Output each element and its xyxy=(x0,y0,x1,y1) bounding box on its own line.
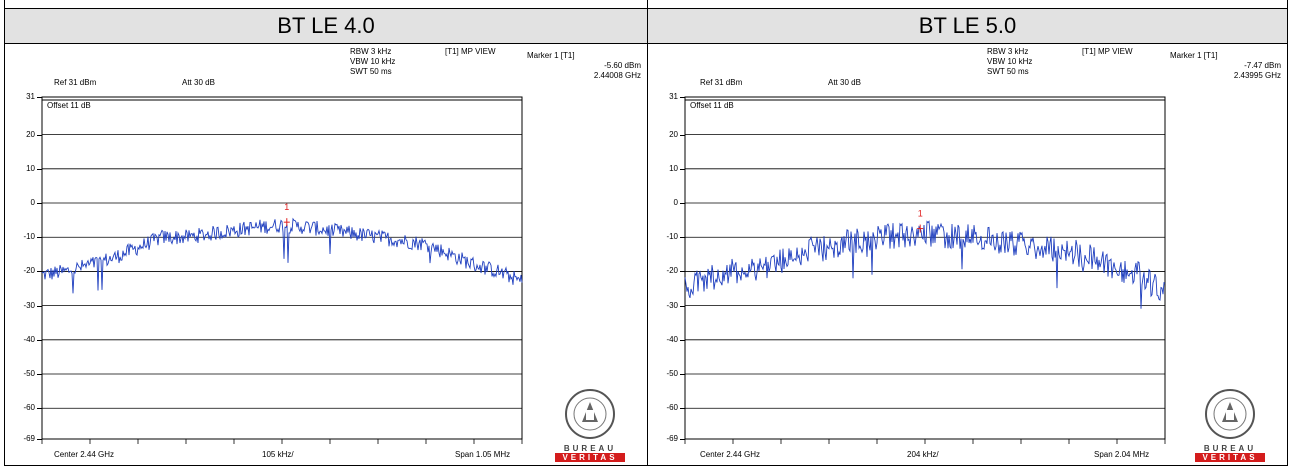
y-tick xyxy=(680,339,685,341)
ref-level-label: Ref 31 dBm xyxy=(700,78,743,87)
ref-level-label: Ref 31 dBm xyxy=(54,78,97,87)
y-tick-label: -69 xyxy=(666,434,678,443)
y-tick xyxy=(37,237,42,239)
y-tick xyxy=(37,203,42,205)
marker-title: Marker 1 [T1] xyxy=(527,51,575,60)
y-tick xyxy=(37,339,42,341)
y-tick-label: 31 xyxy=(669,92,678,101)
y-tick-label: 20 xyxy=(26,129,35,139)
y-tick xyxy=(680,408,685,410)
y-tick-label: 10 xyxy=(26,163,35,173)
panel-title-right: BT LE 5.0 xyxy=(648,9,1287,44)
y-tick-label: -40 xyxy=(666,334,678,344)
y-tick-label: -60 xyxy=(23,403,35,413)
y-tick xyxy=(680,134,685,136)
spectrum-panel-right: RBW 3 kHz VBW 10 kHz SWT 50 ms [T1] MP V… xyxy=(648,44,1287,464)
column-divider xyxy=(647,0,648,466)
y-tick-label: -50 xyxy=(23,369,35,379)
per-division-label: 204 kHz/ xyxy=(907,450,939,459)
spectrum-plot: 1 xyxy=(41,96,523,444)
y-tick xyxy=(680,97,685,98)
y-tick xyxy=(37,374,42,376)
bureau-veritas-logo: BUREAU VERITAS xyxy=(1195,384,1265,464)
y-tick-label: -40 xyxy=(23,334,35,344)
center-frequency-label: Center 2.44 GHz xyxy=(700,450,761,459)
plot-frame xyxy=(684,96,1166,440)
y-tick xyxy=(680,168,685,170)
y-tick-label: -30 xyxy=(666,300,678,310)
marker-label: 1 xyxy=(918,209,923,219)
attenuation-label: Att 30 dB xyxy=(828,78,861,87)
swt-label: SWT 50 ms xyxy=(987,67,1029,76)
attenuation-label: Att 30 dB xyxy=(182,78,215,87)
vbw-label: VBW 10 kHz xyxy=(350,57,396,66)
plot-area: 1 Offset 11 dB xyxy=(41,96,523,444)
swt-label: SWT 50 ms xyxy=(350,67,392,76)
spectrum-panel-left: RBW 3 kHz VBW 10 kHz SWT 50 ms [T1] MP V… xyxy=(5,44,647,464)
span-label: Span 2.04 MHz xyxy=(1094,450,1150,459)
y-tick xyxy=(680,203,685,205)
y-tick xyxy=(680,439,685,440)
y-tick-label: 31 xyxy=(26,92,35,101)
rbw-label: RBW 3 kHz xyxy=(350,47,392,56)
y-tick xyxy=(37,305,42,307)
span-label: Span 1.05 MHz xyxy=(455,450,511,459)
y-tick-label: -50 xyxy=(666,369,678,379)
panel-title-left: BT LE 4.0 xyxy=(5,9,647,44)
vbw-label: VBW 10 kHz xyxy=(987,57,1033,66)
y-tick xyxy=(680,305,685,307)
y-tick-label: -20 xyxy=(666,266,678,276)
marker-title: Marker 1 [T1] xyxy=(1170,51,1218,60)
view-label: [T1] MP VIEW xyxy=(1082,47,1133,56)
offset-label: Offset 11 dB xyxy=(47,101,91,110)
y-tick-label: 10 xyxy=(669,163,678,173)
plot-frame xyxy=(41,96,523,440)
spectrum-trace xyxy=(684,220,1166,309)
y-tick xyxy=(37,134,42,136)
y-tick-label: -60 xyxy=(666,403,678,413)
marker-frequency: 2.43995 GHz xyxy=(1233,71,1281,80)
y-tick-label: 20 xyxy=(669,129,678,139)
y-tick-label: -10 xyxy=(666,232,678,242)
y-tick xyxy=(37,271,42,273)
y-tick-label: -30 xyxy=(23,300,35,310)
view-label: [T1] MP VIEW xyxy=(445,47,496,56)
y-tick xyxy=(680,374,685,376)
marker-label: 1 xyxy=(284,202,289,212)
marker-level: -7.47 dBm xyxy=(1244,61,1281,70)
y-tick xyxy=(37,439,42,440)
center-frequency-label: Center 2.44 GHz xyxy=(54,450,115,459)
y-tick-label: 0 xyxy=(30,198,35,208)
y-tick xyxy=(37,97,42,98)
y-tick-label: -20 xyxy=(23,266,35,276)
y-tick xyxy=(680,237,685,239)
bureau-veritas-logo: BUREAU VERITAS xyxy=(555,384,625,464)
y-tick xyxy=(37,408,42,410)
per-division-label: 105 kHz/ xyxy=(262,450,294,459)
spectrum-trace xyxy=(41,217,523,294)
y-tick-label: -69 xyxy=(23,434,35,443)
top-strip xyxy=(5,0,1287,9)
y-tick-label: 0 xyxy=(673,198,678,208)
rbw-label: RBW 3 kHz xyxy=(987,47,1029,56)
marker-frequency: 2.44008 GHz xyxy=(593,71,641,80)
y-tick xyxy=(680,271,685,273)
y-tick xyxy=(37,168,42,170)
y-tick-label: -10 xyxy=(23,232,35,242)
offset-label: Offset 11 dB xyxy=(690,101,734,110)
marker-level: -5.60 dBm xyxy=(604,61,641,70)
report-frame: BT LE 4.0 BT LE 5.0 RBW 3 kHz VBW 10 kHz… xyxy=(4,0,1288,466)
spectrum-plot: 1 xyxy=(684,96,1166,444)
plot-area: 1 Offset 11 dB xyxy=(684,96,1166,444)
